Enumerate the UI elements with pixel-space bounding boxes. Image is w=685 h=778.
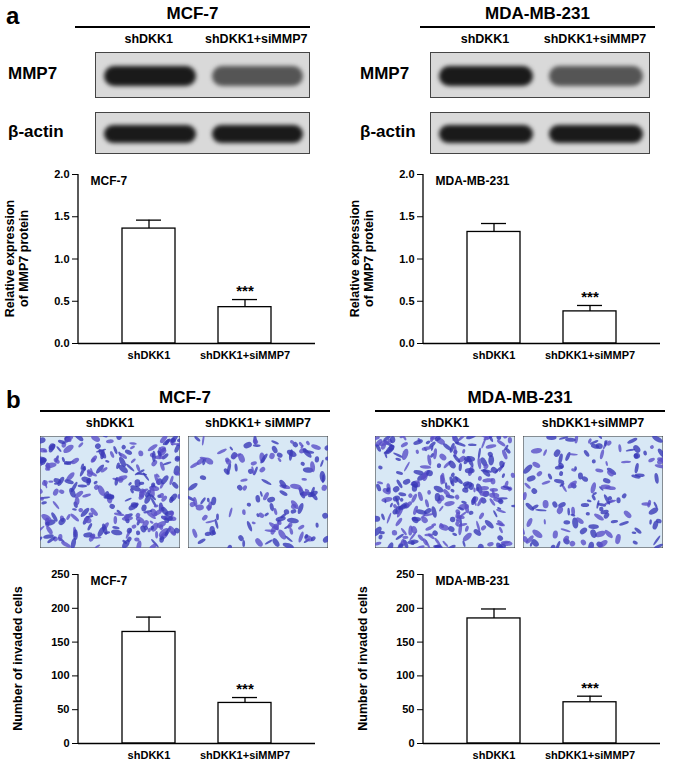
svg-text:MDA-MB-231: MDA-MB-231	[436, 574, 510, 588]
html-text:a: a	[6, 2, 20, 29]
svg-text:Number of invaded cells: Number of invaded cells	[11, 586, 25, 731]
svg-text:shDKK1: shDKK1	[128, 349, 171, 361]
svg-text:shDKK1+siMMP7: shDKK1+siMMP7	[200, 349, 290, 361]
svg-text:Relative expressionof MMP7 pro: Relative expressionof MMP7 protein	[348, 200, 376, 317]
html-text:shDKK1: shDKK1	[460, 32, 510, 46]
svg-text:***: ***	[581, 288, 599, 305]
svg-text:MDA-MB-231: MDA-MB-231	[436, 174, 510, 188]
svg-text:shDKK1: shDKK1	[473, 749, 516, 761]
svg-text:***: ***	[236, 282, 254, 299]
svg-text:250: 250	[396, 568, 414, 580]
html-text:MDA-MB-231: MDA-MB-231	[485, 4, 590, 23]
html-text:β-actin: β-actin	[8, 122, 64, 141]
html-text:MDA-MB-231: MDA-MB-231	[467, 388, 573, 407]
svg-text:shDKK1+siMMP7: shDKK1+siMMP7	[545, 349, 635, 361]
svg-text:0.0: 0.0	[54, 337, 69, 349]
html-text:shDKK1+siMMP7: shDKK1+siMMP7	[541, 416, 645, 430]
svg-text:100: 100	[51, 669, 69, 681]
svg-text:1.5: 1.5	[399, 210, 414, 222]
html-text:MCF-7: MCF-7	[159, 388, 211, 407]
svg-text:0.0: 0.0	[399, 337, 414, 349]
html-text:β-actin: β-actin	[360, 122, 416, 141]
html-text:MMP7: MMP7	[360, 64, 410, 83]
svg-text:shDKK1: shDKK1	[473, 349, 516, 361]
svg-text:150: 150	[396, 636, 414, 648]
svg-text:Number of invaded cells: Number of invaded cells	[356, 586, 370, 731]
svg-text:MCF-7: MCF-7	[91, 174, 128, 188]
svg-text:2.0: 2.0	[399, 168, 414, 180]
svg-text:shDKK1: shDKK1	[128, 749, 171, 761]
svg-text:***: ***	[236, 680, 254, 697]
html-text:shDKK1: shDKK1	[124, 32, 174, 46]
svg-text:***: ***	[581, 679, 599, 696]
svg-text:1.5: 1.5	[54, 210, 69, 222]
svg-text:Relative expressionof MMP7 pro: Relative expressionof MMP7 protein	[3, 200, 31, 317]
html-text:shDKK1: shDKK1	[420, 416, 470, 430]
svg-text:200: 200	[396, 602, 414, 614]
svg-text:0.5: 0.5	[54, 295, 69, 307]
svg-text:250: 250	[51, 568, 69, 580]
svg-text:150: 150	[51, 636, 69, 648]
html-text:MMP7: MMP7	[8, 64, 58, 83]
html-text:shDKK1+siMMP7: shDKK1+siMMP7	[543, 32, 647, 46]
svg-text:100: 100	[396, 669, 414, 681]
svg-text:1.0: 1.0	[54, 253, 69, 265]
svg-text:200: 200	[51, 602, 69, 614]
svg-text:0: 0	[408, 737, 414, 749]
html-text:shDKK1: shDKK1	[85, 416, 135, 430]
svg-text:2.0: 2.0	[54, 168, 69, 180]
svg-text:shDKK1+siMMP7: shDKK1+siMMP7	[545, 749, 635, 761]
svg-text:50: 50	[402, 703, 414, 715]
svg-text:1.0: 1.0	[399, 253, 414, 265]
svg-text:MCF-7: MCF-7	[91, 574, 128, 588]
html-text:MCF-7: MCF-7	[166, 4, 219, 23]
html-text:shDKK1+ siMMP7: shDKK1+ siMMP7	[205, 416, 311, 430]
svg-text:shDKK1+siMMP7: shDKK1+siMMP7	[200, 749, 290, 761]
html-text:shDKK1+siMMP7: shDKK1+siMMP7	[205, 32, 308, 46]
svg-text:0.5: 0.5	[399, 295, 414, 307]
svg-text:0: 0	[63, 737, 69, 749]
svg-text:50: 50	[57, 703, 69, 715]
html-text:b: b	[6, 386, 21, 413]
